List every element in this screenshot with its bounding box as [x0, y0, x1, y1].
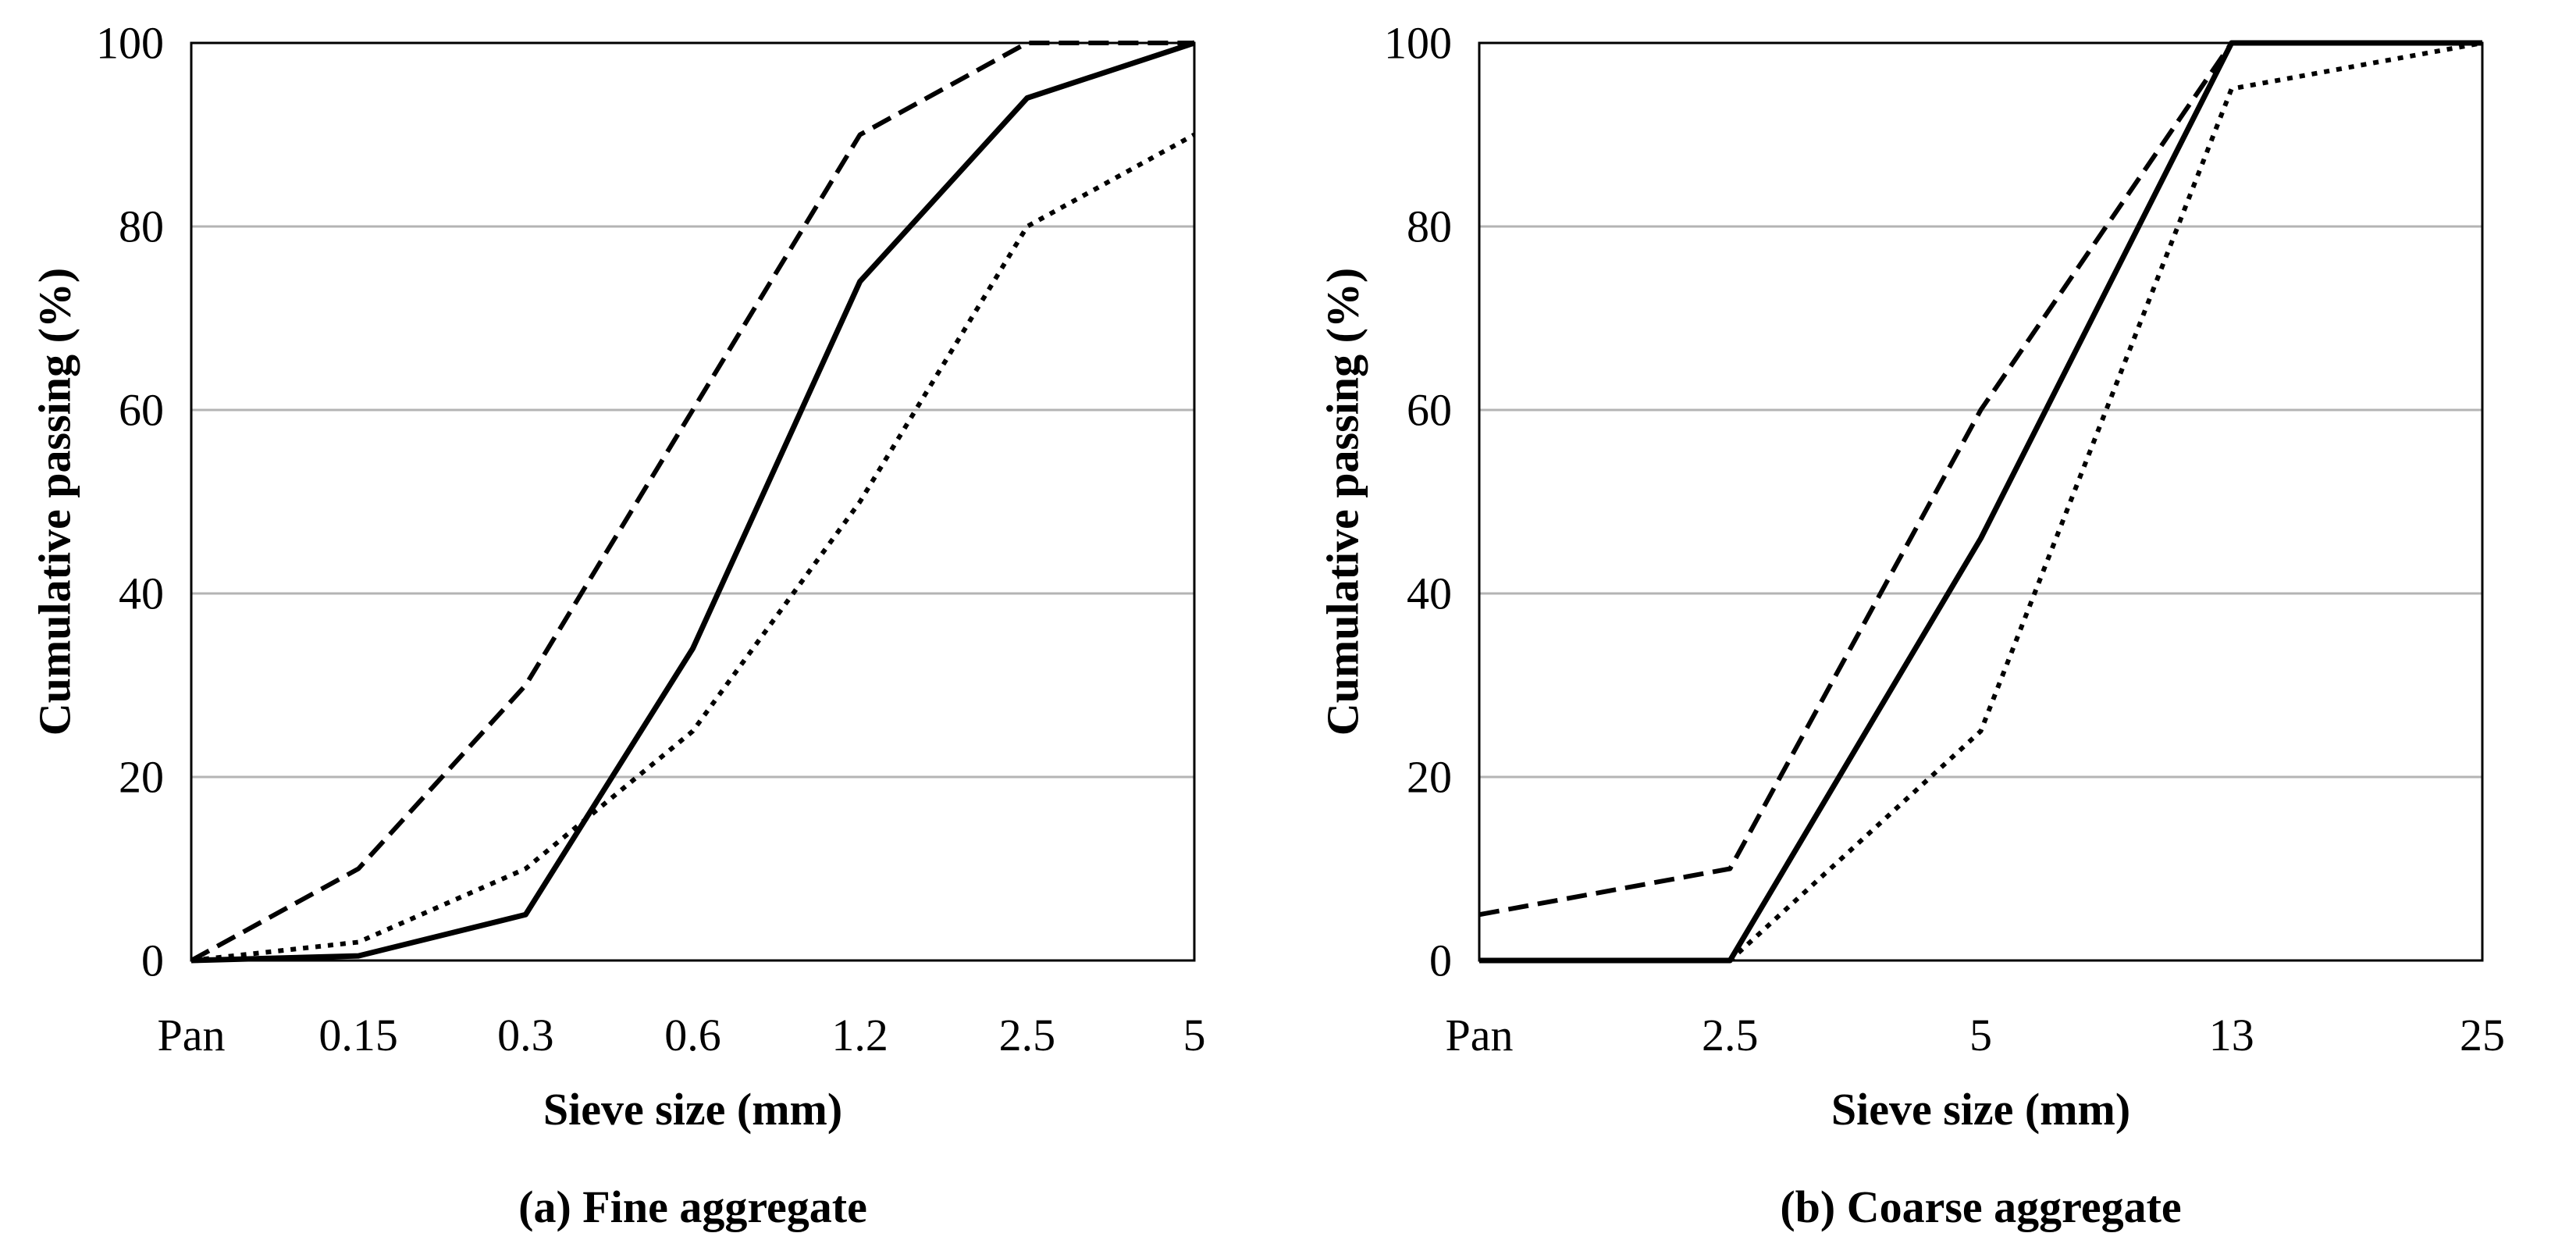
x-tick-label: 2.5: [999, 1010, 1056, 1060]
y-tick-label: 20: [119, 752, 164, 803]
y-tick-label: 0: [1429, 935, 1452, 986]
y-tick-label: 40: [1407, 568, 1452, 619]
series-line-solid: [1479, 40, 2482, 964]
x-tick-label: Pan: [158, 1010, 226, 1060]
y-tick-label: 0: [141, 935, 164, 986]
x-tick-label: 13: [2209, 1010, 2254, 1060]
x-tick-label: 0.3: [497, 1010, 554, 1060]
coarse-aggregate-chart: 0 20 40 60 80 100 Pan 2.5 5 13 25 Sieve size (mm) Cu…: [1318, 18, 2506, 1233]
y-tick-label: 40: [119, 568, 164, 619]
x-axis-title: Sieve size (mm): [543, 1084, 842, 1135]
x-tick-label: 0.6: [664, 1010, 721, 1060]
fine-aggregate-chart: 0 20 40 60 80 100 Pan 0.15 0.3 0.6 1.2 2.5 5 Sieve si…: [30, 18, 1206, 1233]
y-tick-label: 60: [1407, 385, 1452, 436]
x-tick-label: 1.2: [831, 1010, 888, 1060]
y-axis-title: Cumulative passing (%): [30, 268, 80, 736]
y-tick-label: 80: [119, 201, 164, 252]
y-tick-label: 100: [96, 18, 164, 69]
chart-caption: (a) Fine aggregate: [518, 1181, 867, 1232]
y-tick-label: 60: [119, 385, 164, 436]
series-line-dashed: [1478, 41, 2482, 918]
y-tick-label: 20: [1407, 752, 1452, 803]
plot-frame: [1478, 41, 2484, 962]
x-tick-label: 2.5: [1702, 1010, 1759, 1060]
series-line-dotted: [1479, 41, 2483, 963]
x-tick-label: Pan: [1446, 1010, 1514, 1060]
x-tick-label: 25: [2460, 1010, 2505, 1060]
x-tick-label: 0.15: [318, 1010, 398, 1060]
series-line-solid: [190, 40, 1196, 964]
x-tick-label: 5: [1969, 1010, 1992, 1060]
series-line-dashed: [190, 41, 1194, 963]
x-axis-title: Sieve size (mm): [1831, 1084, 2130, 1135]
plot-frame: [190, 41, 1196, 962]
y-tick-label: 80: [1407, 201, 1452, 252]
y-tick-label: 100: [1384, 18, 1452, 69]
x-tick-label: 5: [1183, 1010, 1206, 1060]
y-axis-title: Cumulative passing (%): [1318, 268, 1368, 736]
chart-caption: (b) Coarse aggregate: [1780, 1181, 2181, 1232]
series-line-dotted: [190, 132, 1196, 963]
